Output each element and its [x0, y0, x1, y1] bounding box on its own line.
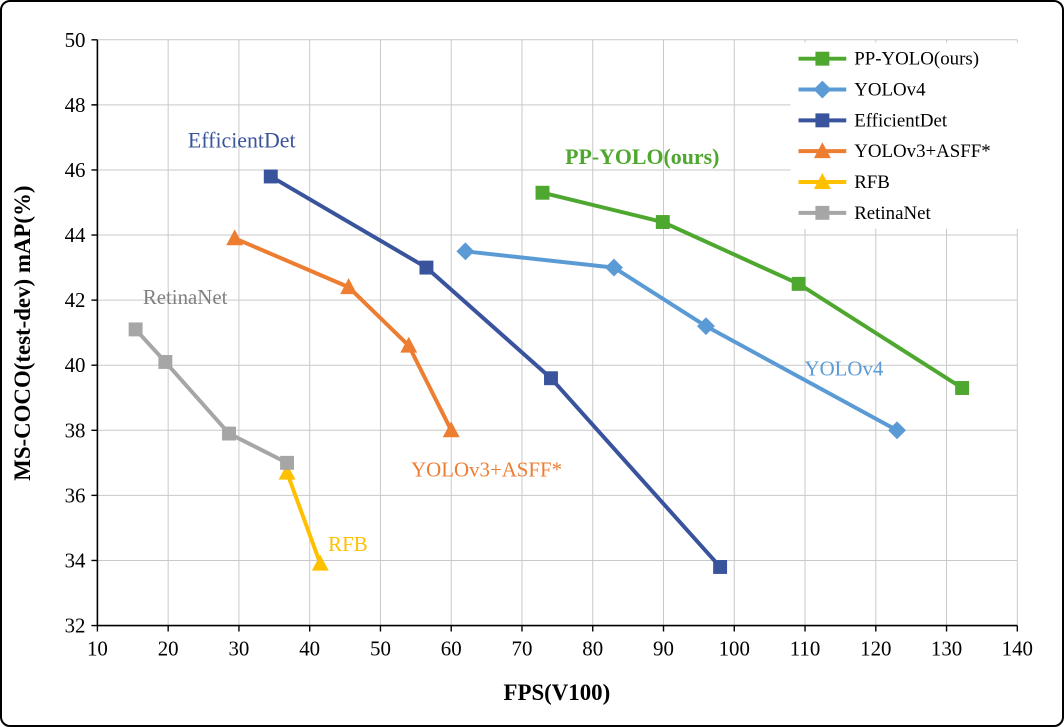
y-tick-label: 38 [65, 418, 86, 442]
data-point-pp-yolo-ours [535, 185, 550, 200]
legend-marker-rfb [813, 173, 831, 189]
y-tick-label: 34 [65, 548, 86, 572]
data-point-retinanet [280, 455, 295, 470]
legend-label-yolov4: YOLOv4 [854, 79, 926, 100]
data-point-retinanet [128, 322, 143, 337]
data-point-yolov4 [888, 421, 906, 440]
legend-label-yolov3-asff: YOLOv3+ASFF* [854, 141, 991, 162]
legend-marker-retinanet [815, 205, 830, 220]
x-tick-label: 50 [370, 636, 391, 660]
y-tick-label: 32 [65, 614, 86, 638]
legend-label-efficientdet: EfficientDet [854, 110, 948, 131]
data-point-yolov4 [605, 258, 623, 277]
series-line-yolov4 [463, 249, 900, 433]
x-tick-label: 70 [512, 636, 533, 660]
legend-box [790, 42, 1022, 229]
x-tick-label: 100 [719, 636, 750, 660]
series-annotation-yolov4: YOLOv4 [805, 356, 884, 380]
y-tick-label: 36 [65, 483, 86, 507]
x-axis-label: FPS(V100) [504, 680, 611, 705]
data-point-retinanet [222, 426, 236, 441]
x-tick-label: 120 [860, 636, 891, 660]
y-tick-label: 48 [65, 93, 86, 117]
y-axis-label: MS-COCO(test-dev) mAP(%) [10, 186, 35, 481]
legend-marker-efficientdet [815, 113, 830, 128]
x-tick-label: 80 [582, 636, 603, 660]
data-point-pp-yolo-ours [791, 276, 806, 291]
x-tick-label: 10 [87, 636, 108, 660]
legend-marker-pp-yolo-ours [815, 51, 830, 66]
data-point-yolov3-asff [226, 229, 244, 246]
legend-label-rfb: RFB [854, 172, 890, 193]
series-annotation-retinanet: RetinaNet [143, 285, 228, 309]
y-tick-label: 46 [65, 158, 86, 182]
x-tick-label: 60 [441, 636, 462, 660]
series-annotation-pp-yolo-ours: PP-YOLO(ours) [565, 145, 719, 169]
legend-label-retinanet: RetinaNet [854, 203, 931, 224]
data-point-rfb [311, 554, 329, 571]
legend-marker-yolov4 [813, 80, 832, 99]
data-point-retinanet [158, 354, 173, 369]
data-point-rfb [278, 463, 296, 480]
data-point-efficientdet [713, 560, 728, 574]
series-annotation-efficientdet: EfficientDet [188, 129, 296, 153]
y-tick-label: 44 [65, 223, 86, 247]
series-annotation-yolov3-asff: YOLOv3+ASFF* [411, 457, 562, 481]
x-tick-label: 30 [228, 636, 249, 660]
x-tick-label: 90 [653, 636, 674, 660]
data-point-yolov3-asff [340, 278, 358, 295]
chart-plot-area: 10 20 30 40 50 60 70 80 90 100 110 120 130 140 32 34 36 3… [65, 28, 1033, 661]
x-tick-label: 110 [790, 636, 821, 660]
series-line-rfb [285, 470, 323, 566]
data-point-pp-yolo-ours [655, 215, 670, 229]
x-tick-label: 130 [931, 636, 962, 660]
series-line-pp-yolo-ours [540, 190, 965, 390]
data-point-yolov3-asff [400, 336, 418, 353]
y-tick-label: 40 [65, 353, 86, 377]
series-line-retinanet [133, 327, 290, 465]
data-point-efficientdet [419, 260, 434, 275]
data-point-efficientdet [263, 169, 278, 184]
series-annotation-rfb: RFB [328, 532, 367, 556]
data-point-yolov4 [456, 242, 475, 261]
legend-marker-yolov3-asff [813, 142, 831, 159]
x-tick-label: 140 [1002, 636, 1033, 660]
x-tick-label: 20 [158, 636, 179, 660]
data-point-yolov4 [697, 317, 715, 336]
data-point-efficientdet [544, 371, 558, 386]
y-tick-label: 42 [65, 288, 86, 312]
x-tick-label: 40 [299, 636, 320, 660]
series-line-efficientdet [268, 174, 723, 569]
y-tick-label: 50 [65, 28, 86, 52]
legend-label-pp-yolo-ours: PP-YOLO(ours) [854, 49, 979, 70]
series-line-yolov3-asff [232, 236, 454, 433]
data-point-yolov3-asff [442, 421, 460, 438]
data-point-pp-yolo-ours [955, 381, 970, 395]
